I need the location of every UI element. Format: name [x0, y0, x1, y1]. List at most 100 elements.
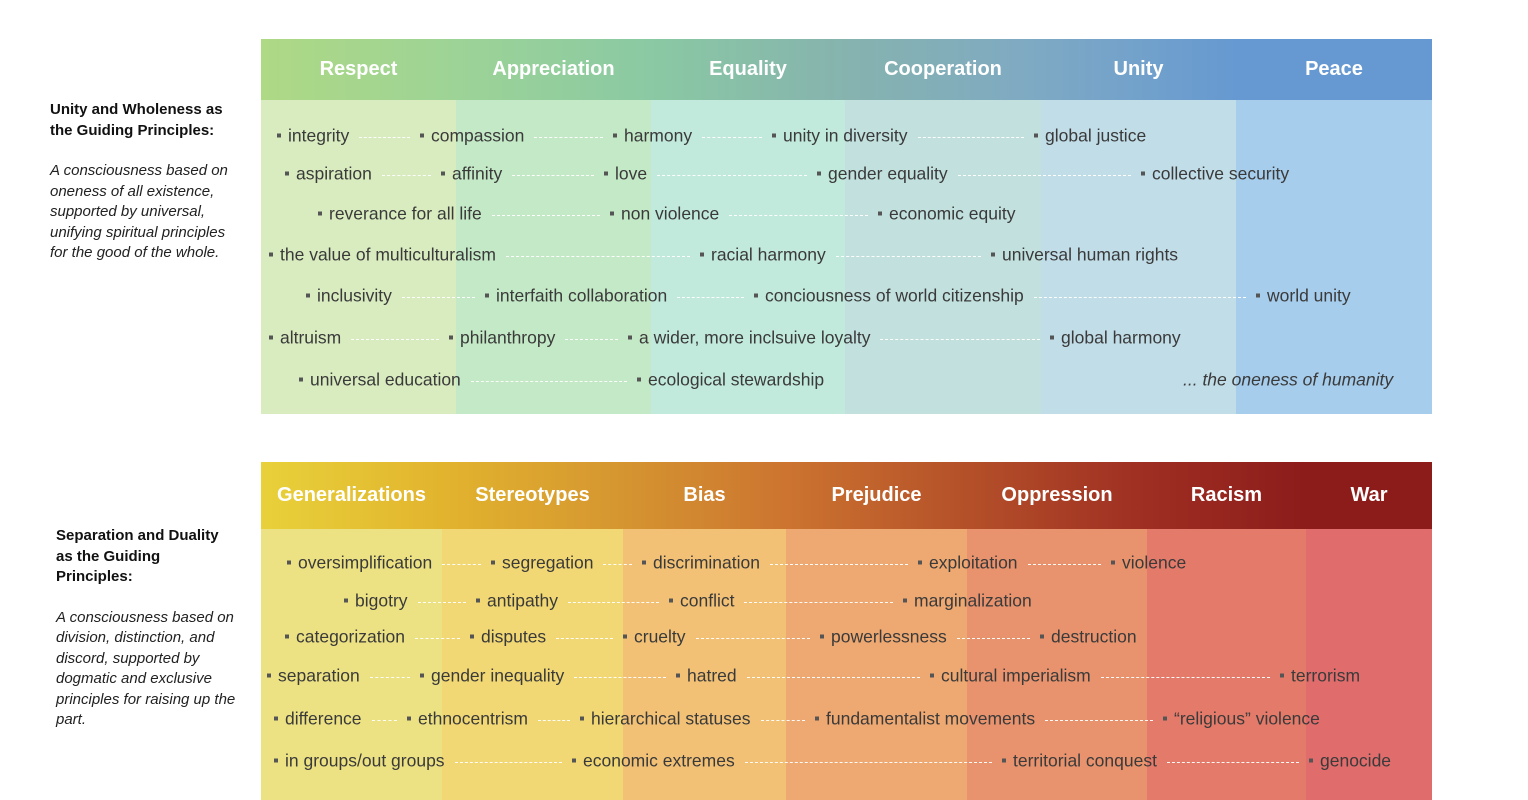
dashed-connector [880, 339, 1040, 340]
separation-term-label: hatred [687, 665, 737, 686]
separation-term: bigotry [344, 591, 408, 612]
unity-term: the value of multiculturalism [269, 245, 496, 266]
bullet-icon [878, 211, 882, 216]
unity-term: unity in diversity [772, 126, 908, 147]
bullet-icon [470, 634, 474, 639]
column-header-racism: Racism [1147, 462, 1306, 529]
unity-term: aspiration [285, 164, 372, 185]
bullet-icon [1040, 634, 1044, 639]
unity-term: inclusivity [306, 286, 392, 307]
unity-term: economic equity [878, 204, 1015, 225]
unity-term-label: inclusivity [317, 285, 392, 306]
separation-term-rows: oversimplification segregation discriminat… [261, 462, 1432, 800]
bullet-icon [476, 598, 480, 603]
dashed-connector [471, 381, 627, 382]
separation-term: separation [267, 666, 360, 687]
separation-term-label: antipathy [487, 590, 559, 611]
separation-term-label: disputes [481, 626, 547, 647]
bullet-icon [1034, 133, 1038, 138]
separation-term-label: discrimination [653, 552, 760, 573]
dashed-connector [415, 638, 460, 639]
separation-term-label: “religious” violence [1174, 708, 1320, 729]
bullet-icon [772, 133, 776, 138]
column-racism: Racism [1147, 462, 1306, 800]
bullet-icon [407, 716, 411, 721]
bullet-icon [441, 171, 445, 176]
column-unity: Unity [1041, 39, 1236, 414]
column-equality: Equality [651, 39, 845, 414]
dashed-connector [761, 720, 805, 721]
separation-term-label: difference [285, 708, 362, 729]
bullet-icon [287, 560, 291, 565]
oneness-of-humanity-caption: ... the oneness of humanity [1183, 369, 1394, 390]
separation-term: genocide [1309, 751, 1391, 772]
separation-term: fundamentalist movements [815, 709, 1035, 730]
separation-term: gender inequality [420, 666, 564, 687]
column-header-appreciation: Appreciation [456, 39, 651, 100]
unity-term: global justice [1034, 126, 1146, 147]
unity-term: interfaith collaboration [485, 286, 667, 307]
bullet-icon [700, 252, 704, 257]
separation-term-label: in groups/out groups [285, 750, 445, 771]
bullet-icon [449, 335, 453, 340]
column-header-equality: Equality [651, 39, 845, 100]
unity-term-label: affinity [452, 163, 503, 184]
dashed-connector [702, 137, 762, 138]
column-prejudice: Prejudice [786, 462, 967, 800]
bullet-icon [1309, 758, 1313, 763]
dashed-connector [442, 564, 481, 565]
unity-description: A consciousness based on oneness of all … [50, 162, 228, 261]
unity-term: universal education [299, 370, 461, 391]
unity-term: universal human rights [991, 245, 1178, 266]
dashed-connector [958, 175, 1131, 176]
unity-term: affinity [441, 164, 502, 185]
dashed-connector [1045, 720, 1153, 721]
dashed-connector [556, 638, 613, 639]
unity-term-label: reverance for all life [329, 203, 482, 224]
separation-term: marginalization [903, 591, 1032, 612]
unity-term-label: collective security [1152, 163, 1290, 184]
separation-term: exploitation [918, 553, 1018, 574]
unity-term-label: universal education [310, 369, 461, 390]
unity-term-rows: ... the oneness of humanity integrity com… [261, 39, 1432, 414]
dashed-connector [359, 137, 410, 138]
separation-term-label: destruction [1051, 626, 1137, 647]
bullet-icon [269, 252, 273, 257]
unity-term-label: compassion [431, 125, 525, 146]
dashed-connector [565, 339, 618, 340]
unity-term-label: global harmony [1061, 327, 1181, 348]
bullet-icon [277, 133, 281, 138]
column-cooperation: Cooperation [845, 39, 1041, 414]
column-stereotypes: Stereotypes [442, 462, 623, 800]
column-header-cooperation: Cooperation [845, 39, 1041, 100]
unity-term-label: a wider, more inclsuive loyalty [639, 327, 871, 348]
separation-term-label: segregation [502, 552, 594, 573]
separation-term-label: violence [1122, 552, 1187, 573]
unity-heading: Unity and Wholeness as the Guiding Princ… [50, 101, 223, 139]
unity-term: altruism [269, 328, 341, 349]
bullet-icon [299, 377, 303, 382]
bullet-icon [754, 293, 758, 298]
separation-term-label: ethnocentrism [418, 708, 528, 729]
separation-term-label: hierarchical statuses [591, 708, 751, 729]
unity-term-label: global justice [1045, 125, 1147, 146]
unity-term: compassion [420, 126, 524, 147]
bullet-icon [491, 560, 495, 565]
unity-term-label: love [615, 163, 648, 184]
bullet-icon [572, 758, 576, 763]
bullet-icon [1141, 171, 1145, 176]
unity-term-label: interfaith collaboration [496, 285, 668, 306]
dashed-connector [744, 602, 893, 603]
dashed-connector [918, 137, 1024, 138]
unity-term: integrity [277, 126, 349, 147]
separation-term-label: oversimplification [298, 552, 433, 573]
bullet-icon [623, 634, 627, 639]
bullet-icon [1050, 335, 1054, 340]
separation-term-label: cruelty [634, 626, 686, 647]
separation-term-label: terrorism [1291, 665, 1361, 686]
separation-term-label: territorial conquest [1013, 750, 1157, 771]
bullet-icon [676, 673, 680, 678]
unity-term: collective security [1141, 164, 1289, 185]
bullet-icon [485, 293, 489, 298]
unity-term-label: philanthropy [460, 327, 556, 348]
